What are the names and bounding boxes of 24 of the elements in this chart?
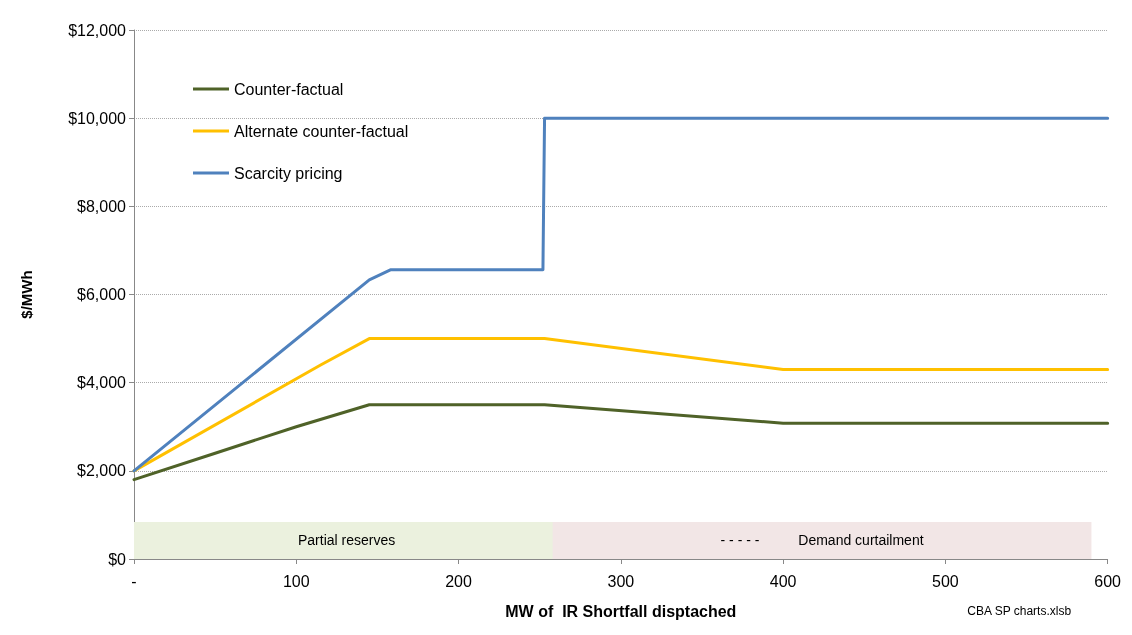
x-tick-label: 100: [282, 572, 310, 590]
legend-label: Counter-factual: [234, 80, 344, 98]
text: CBA SP charts.xlsb: [967, 604, 1072, 618]
band-label: Partial reserves: [297, 532, 396, 549]
line-series: [132, 116, 1110, 473]
y-tick-label: $2,000: [77, 462, 127, 480]
y-tick-label: $8,000: [77, 197, 127, 215]
y-tick-label: $10,000: [68, 109, 127, 127]
x-tick-label: 500: [932, 572, 959, 590]
x-tick-label: 600: [1094, 572, 1122, 590]
legend-label: Scarcity pricing: [234, 164, 343, 182]
y-tick-label: $4,000: [77, 374, 127, 392]
band-label: - - - - - Demand curtailment: [720, 532, 924, 549]
y-tick-label: $6,000: [77, 286, 127, 303]
x-axis-title: MW of IR Shortfall disptached: [505, 602, 737, 620]
x-tick-label: 200: [445, 572, 472, 590]
x-tick-label: 400: [769, 572, 797, 590]
y-axis-title: $/MWh: [18, 270, 35, 319]
y-tick-label: $0: [108, 550, 127, 568]
legend-label: Alternate counter-factual: [234, 122, 409, 140]
line-series: [132, 403, 1110, 482]
y-tick-label: $12,000: [68, 21, 127, 39]
x-tick-label: -: [131, 572, 137, 590]
x-tick-label: 300: [607, 572, 635, 590]
